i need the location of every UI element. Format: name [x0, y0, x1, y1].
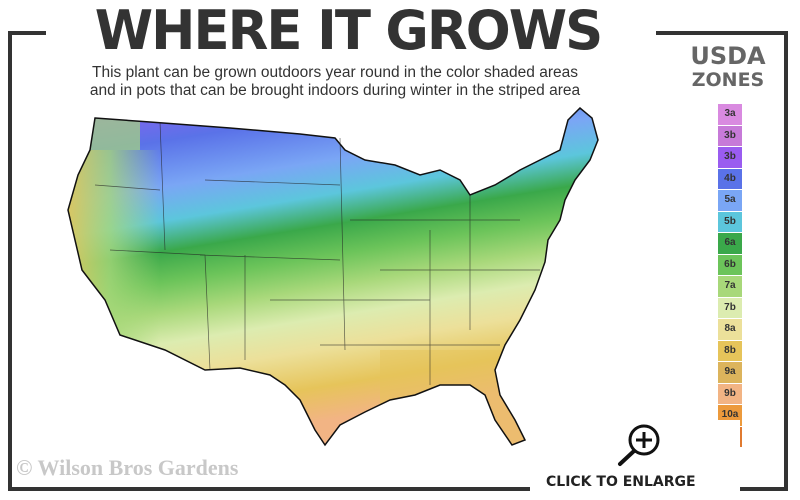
subtitle-line: This plant can be grown outdoors year ro…	[92, 64, 578, 81]
legend-zone-8b: 8b	[718, 340, 742, 361]
click-to-enlarge-button[interactable]: CLICK TO ENLARGE	[530, 420, 740, 500]
legend-zone-9b: 9b	[718, 383, 742, 404]
frame-line	[8, 31, 46, 35]
legend-zone-3a: 3a	[718, 104, 742, 125]
subtitle-line: and in pots that can be brought indoors …	[89, 82, 581, 99]
legend-zone-6b: 6b	[718, 254, 742, 275]
watermark: © Wilson Bros Gardens	[16, 455, 239, 480]
legend-zone-7a: 7a	[718, 276, 742, 297]
page-title: WHERE IT GROWS	[94, 0, 604, 62]
legend-zone-8a: 8a	[718, 319, 742, 340]
legend-title-line: USDA	[690, 42, 766, 70]
state-borders	[94, 121, 540, 385]
legend-zone-9a: 9a	[718, 362, 742, 383]
subtitle: This plant can be grown outdoors year ro…	[40, 64, 630, 100]
legend-zone-3b: 3b	[718, 125, 742, 146]
frame-line	[656, 31, 788, 35]
zone-shading	[68, 108, 598, 445]
frame-line	[8, 31, 12, 491]
enlarge-label: CLICK TO ENLARGE	[546, 474, 696, 490]
legend-zone-3b: 3b	[718, 147, 742, 168]
legend-title: USDA ZONES	[668, 44, 788, 92]
legend-zone-7b: 7b	[718, 297, 742, 318]
legend-zone-4b: 4b	[718, 168, 742, 189]
legend-title-line: ZONES	[691, 69, 765, 91]
frame-line	[784, 31, 788, 491]
frame-line	[8, 487, 788, 491]
legend-zone-5b: 5b	[718, 211, 742, 232]
zone-legend: 3a3b3b4b5a5b6a6b7a7b8a8b9a9b10a10b	[718, 104, 742, 448]
legend-zone-6a: 6a	[718, 233, 742, 254]
zoom-in-icon	[618, 424, 660, 466]
legend-zone-5a: 5a	[718, 190, 742, 211]
